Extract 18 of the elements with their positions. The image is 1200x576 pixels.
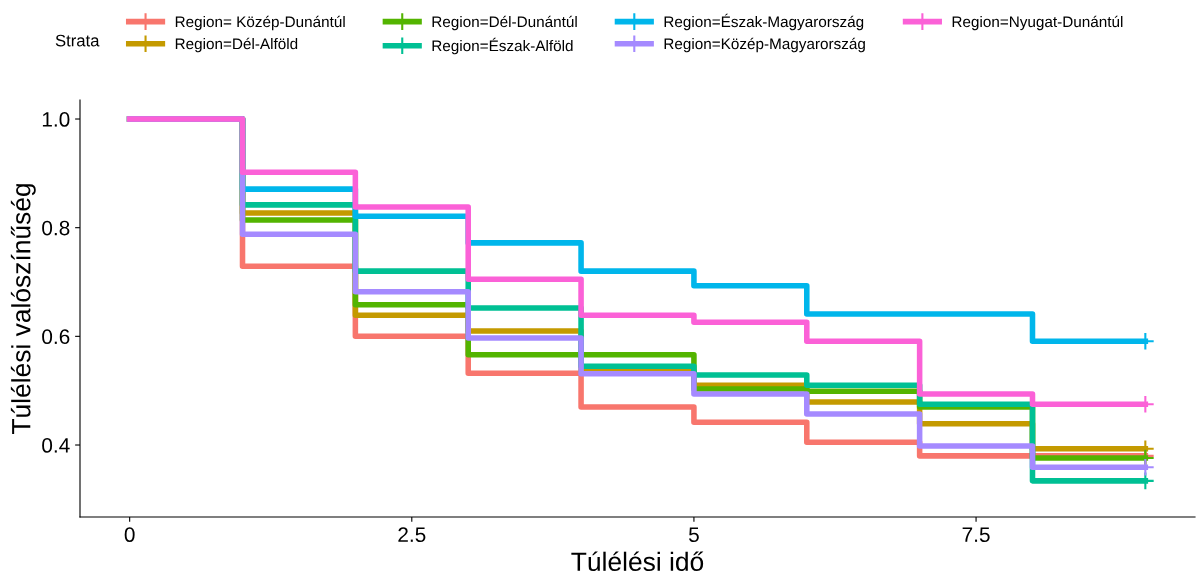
legend-label: Region=Észak-Magyarország (664, 13, 864, 31)
y-tick-label: 1.0 (42, 112, 70, 127)
y-tick-label: 0.8 (42, 220, 70, 236)
x-axis-title: Túlélési idő (571, 551, 704, 572)
y-tick-label: 0.4 (42, 438, 70, 453)
y-axis-title: Túlélési valószínűség (10, 184, 36, 435)
legend-label: Region=Nyugat-Dunántúl (952, 15, 1123, 31)
x-tick-label: 5 (688, 527, 699, 543)
x-tick-label: 7.5 (962, 527, 990, 543)
legend-title: Strata (55, 34, 100, 47)
legend-label: Region=Dél-Alföld (175, 37, 298, 53)
y-tick-label: 0.6 (42, 329, 70, 345)
legend-label: Region= Közép-Dunántúl (175, 15, 345, 31)
x-tick-label: 0 (124, 527, 135, 543)
legend-label: Region=Észak-Alföld (432, 37, 573, 55)
legend-label: Region=Dél-Dunántúl (432, 15, 577, 31)
x-tick-label: 2.5 (398, 527, 426, 543)
legend-label: Region=Közép-Magyarország (664, 37, 865, 53)
